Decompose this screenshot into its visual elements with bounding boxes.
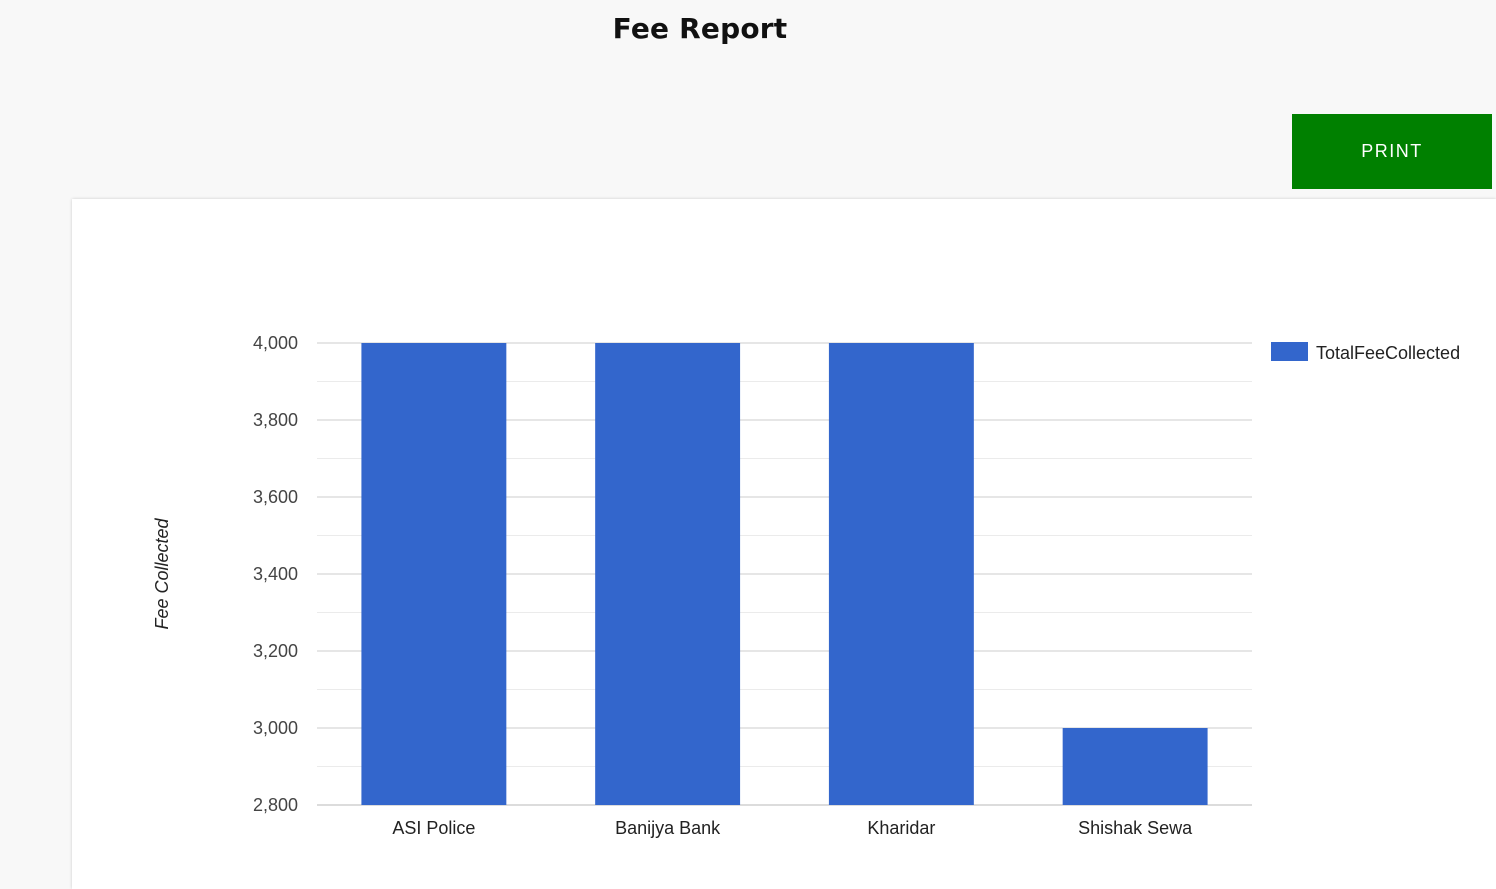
y-tick-label: 3,600 bbox=[253, 487, 298, 507]
print-button[interactable]: PRINT bbox=[1292, 114, 1492, 189]
page-title: Fee Report bbox=[612, 12, 788, 45]
x-tick-label: Banijya Bank bbox=[615, 818, 721, 838]
bar-shishak-sewa[interactable] bbox=[1062, 728, 1208, 805]
chart-card bbox=[72, 199, 1496, 889]
y-tick-label: 3,800 bbox=[253, 410, 298, 430]
bar-kharidar[interactable] bbox=[828, 343, 974, 805]
bar-asi-police[interactable] bbox=[361, 343, 507, 805]
y-tick-label: 4,000 bbox=[253, 333, 298, 353]
x-tick-label: ASI Police bbox=[392, 818, 475, 838]
y-tick-label: 3,200 bbox=[253, 641, 298, 661]
y-axis-title: Fee Collected bbox=[152, 517, 172, 629]
bar-banijya-bank[interactable] bbox=[595, 343, 741, 805]
chart-legend[interactable]: TotalFeeCollected bbox=[1271, 342, 1460, 363]
y-axis-ticks: 4,000 3,800 3,600 3,400 3,200 3,000 2,800 bbox=[253, 333, 298, 815]
x-tick-label: Shishak Sewa bbox=[1078, 818, 1193, 838]
x-tick-label: Kharidar bbox=[867, 818, 935, 838]
x-axis-ticks: ASI Police Banijya Bank Kharidar Shishak Se… bbox=[392, 818, 1193, 838]
legend-swatch bbox=[1271, 342, 1308, 361]
y-tick-label: 3,000 bbox=[253, 718, 298, 738]
legend-label: TotalFeeCollected bbox=[1316, 343, 1460, 363]
y-tick-label: 2,800 bbox=[253, 795, 298, 815]
y-tick-label: 3,400 bbox=[253, 564, 298, 584]
chart-bars bbox=[361, 343, 1208, 805]
